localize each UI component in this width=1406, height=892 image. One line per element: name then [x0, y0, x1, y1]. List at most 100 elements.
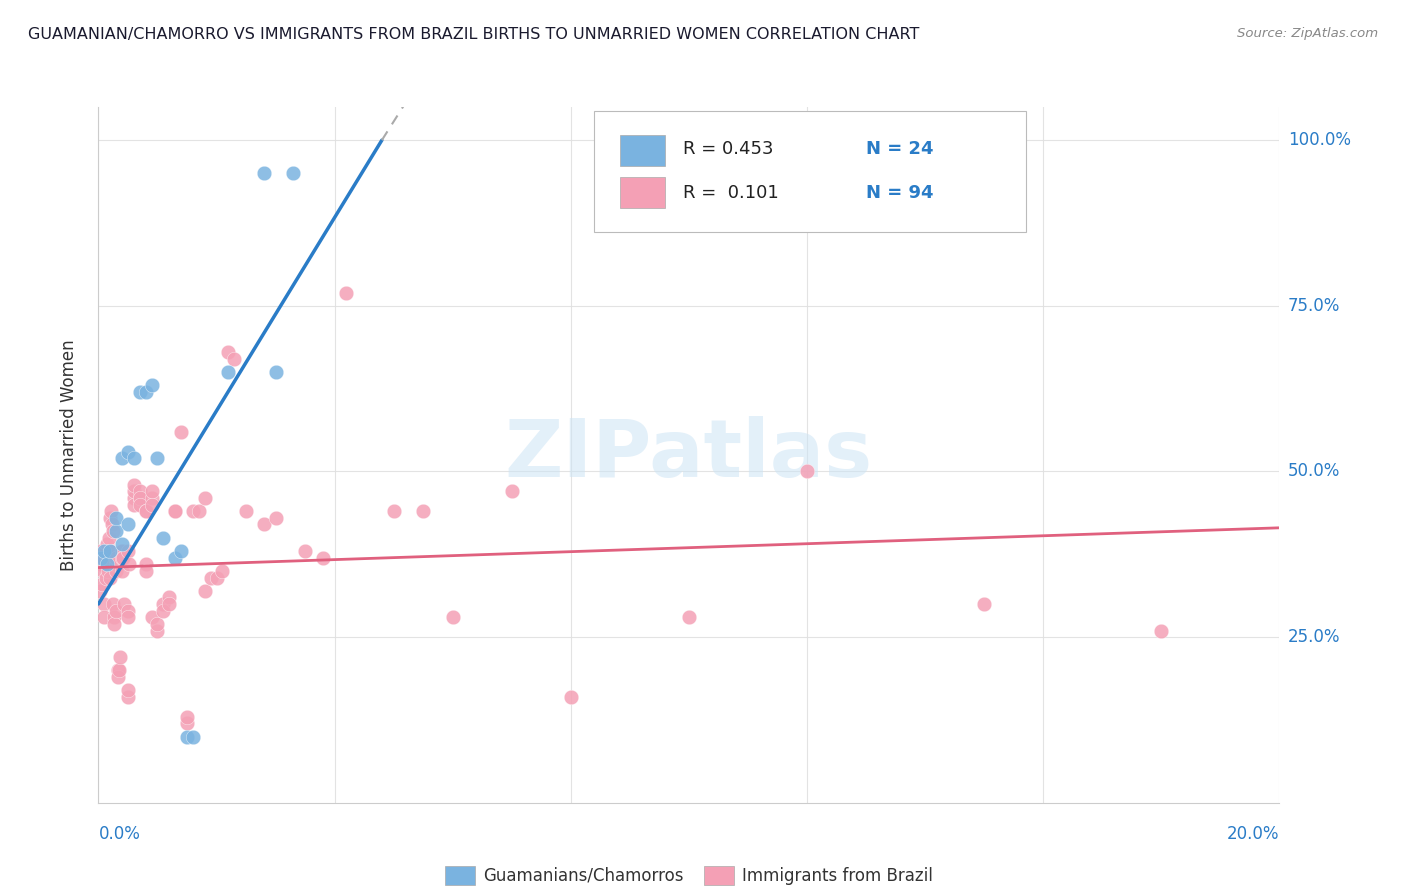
Point	[94, 570, 117, 584]
Point	[98, 544, 121, 558]
Point	[165, 504, 187, 518]
Point	[103, 610, 125, 624]
Point	[91, 564, 114, 578]
Point	[108, 650, 131, 665]
Point	[194, 583, 217, 598]
Point	[107, 663, 129, 677]
Text: N = 24: N = 24	[866, 140, 934, 158]
Point	[678, 610, 700, 624]
Point	[141, 484, 163, 499]
Point	[157, 597, 180, 611]
Point	[111, 564, 134, 578]
Point	[98, 531, 121, 545]
Point	[122, 491, 145, 505]
Point	[105, 524, 128, 538]
Point	[90, 544, 112, 558]
FancyBboxPatch shape	[620, 135, 665, 166]
Point	[146, 451, 169, 466]
Point	[217, 345, 239, 359]
Point	[87, 558, 110, 572]
Point	[157, 591, 180, 605]
Point	[135, 564, 157, 578]
Point	[194, 491, 217, 505]
Point	[117, 544, 139, 558]
Point	[96, 550, 118, 565]
Point	[152, 531, 174, 545]
Point	[122, 498, 145, 512]
Text: Source: ZipAtlas.com: Source: ZipAtlas.com	[1237, 27, 1378, 40]
Point	[101, 517, 124, 532]
Point	[103, 616, 125, 631]
Point	[122, 484, 145, 499]
Point	[98, 570, 121, 584]
Point	[122, 477, 145, 491]
Point	[176, 730, 198, 744]
Point	[200, 570, 222, 584]
Point	[253, 517, 276, 532]
Text: N = 94: N = 94	[866, 184, 934, 202]
Text: GUAMANIAN/CHAMORRO VS IMMIGRANTS FROM BRAZIL BIRTHS TO UNMARRIED WOMEN CORRELATI: GUAMANIAN/CHAMORRO VS IMMIGRANTS FROM BR…	[28, 27, 920, 42]
Point	[128, 491, 150, 505]
Text: R =  0.101: R = 0.101	[683, 184, 779, 202]
Point	[235, 504, 257, 518]
Point	[181, 504, 204, 518]
Point	[135, 384, 157, 399]
Point	[90, 550, 112, 565]
Point	[101, 524, 124, 538]
Point	[152, 604, 174, 618]
Point	[796, 465, 818, 479]
Point	[122, 451, 145, 466]
Point	[117, 517, 139, 532]
Point	[128, 384, 150, 399]
Point	[165, 504, 187, 518]
Point	[105, 550, 128, 565]
Point	[382, 504, 405, 518]
Text: 25.0%: 25.0%	[1288, 628, 1340, 646]
Point	[93, 597, 115, 611]
FancyBboxPatch shape	[620, 177, 665, 208]
Point	[135, 504, 157, 518]
Point	[294, 544, 316, 558]
Point	[211, 564, 233, 578]
Point	[112, 597, 135, 611]
Point	[165, 550, 187, 565]
Point	[89, 583, 111, 598]
Point	[176, 709, 198, 723]
Point	[105, 511, 128, 525]
Text: 20.0%: 20.0%	[1227, 825, 1279, 843]
Point	[111, 544, 134, 558]
Point	[141, 610, 163, 624]
Point	[264, 365, 287, 379]
Point	[973, 597, 995, 611]
Point	[170, 425, 193, 439]
Point	[107, 670, 129, 684]
Point	[111, 537, 134, 551]
Point	[91, 577, 114, 591]
Point	[98, 511, 121, 525]
Point	[560, 690, 582, 704]
Point	[170, 544, 193, 558]
Point	[146, 616, 169, 631]
Point	[141, 498, 163, 512]
Point	[128, 498, 150, 512]
Point	[96, 558, 118, 572]
FancyBboxPatch shape	[595, 111, 1025, 232]
Point	[117, 690, 139, 704]
Text: 75.0%: 75.0%	[1288, 297, 1340, 315]
Point	[224, 351, 246, 366]
Point	[335, 285, 357, 300]
Point	[111, 550, 134, 565]
Point	[205, 570, 228, 584]
Point	[94, 544, 117, 558]
Point	[112, 550, 135, 565]
Point	[264, 511, 287, 525]
Point	[141, 491, 163, 505]
Point	[97, 564, 120, 578]
Point	[108, 663, 131, 677]
Point	[111, 544, 134, 558]
Point	[93, 610, 115, 624]
Point	[117, 604, 139, 618]
Point	[118, 558, 141, 572]
Point	[1150, 624, 1173, 638]
Point	[105, 564, 128, 578]
